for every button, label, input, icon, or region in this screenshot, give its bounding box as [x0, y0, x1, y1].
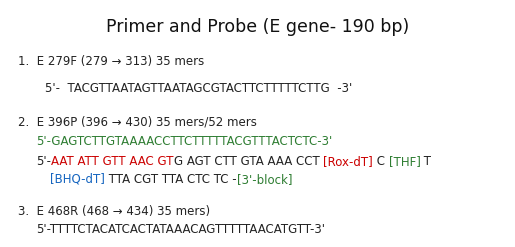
Text: 2.  E 396P (396 → 430) 35 mers/52 mers: 2. E 396P (396 → 430) 35 mers/52 mers: [18, 115, 257, 128]
Text: [Rox-dT]: [Rox-dT]: [323, 155, 373, 168]
Text: G AGT CTT GTA AAA CCT: G AGT CTT GTA AAA CCT: [174, 155, 323, 168]
Text: 5'-  TACGTTAATAGTTAATAGCGTACTTCTTTTTCTTG  -3': 5'- TACGTTAATAGTTAATAGCGTACTTCTTTTTCTTG …: [45, 82, 352, 95]
Text: [THF]: [THF]: [388, 155, 420, 168]
Text: 5'-: 5'-: [36, 155, 51, 168]
Text: Primer and Probe (E gene- 190 bp): Primer and Probe (E gene- 190 bp): [106, 18, 409, 36]
Text: T: T: [420, 155, 432, 168]
Text: TTA CGT TTA CTC TC -: TTA CGT TTA CTC TC -: [105, 173, 236, 186]
Text: [BHQ-dT]: [BHQ-dT]: [50, 173, 105, 186]
Text: 1.  E 279F (279 → 313) 35 mers: 1. E 279F (279 → 313) 35 mers: [18, 55, 204, 68]
Text: 5'-TTTTCTACATCACTATAAACAGTTTTTAACATGTT-3': 5'-TTTTCTACATCACTATAAACAGTTTTTAACATGTT-3…: [36, 223, 325, 236]
Text: AAT ATT GTT AAC GT: AAT ATT GTT AAC GT: [51, 155, 174, 168]
Text: 5'-GAGTCTTGTAAAACCTTCTTTTTACGTTTACTCTC-3': 5'-GAGTCTTGTAAAACCTTCTTTTTACGTTTACTCTC-3…: [36, 135, 332, 148]
Text: C: C: [373, 155, 388, 168]
Text: 3.  E 468R (468 → 434) 35 mers): 3. E 468R (468 → 434) 35 mers): [18, 205, 210, 218]
Text: [3'-block]: [3'-block]: [236, 173, 292, 186]
